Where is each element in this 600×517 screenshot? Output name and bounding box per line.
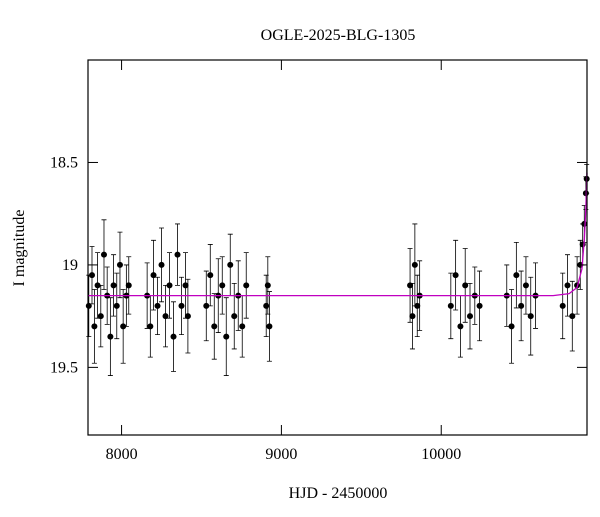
data-point — [264, 282, 271, 289]
data-point — [414, 302, 421, 309]
data-point — [107, 333, 114, 340]
x-tick-label: 10000 — [421, 446, 461, 463]
data-point — [513, 272, 520, 279]
data-point — [125, 282, 132, 289]
data-point — [174, 251, 181, 258]
data-point — [158, 261, 165, 268]
data-point — [207, 272, 214, 279]
y-axis-label: I magnitude — [11, 210, 28, 287]
data-point — [223, 333, 230, 340]
data-point — [227, 261, 234, 268]
y-tick-label: 19.5 — [50, 359, 78, 376]
data-point — [452, 272, 459, 279]
data-point — [94, 282, 101, 289]
data-point — [239, 323, 246, 330]
model-curve — [88, 172, 588, 297]
data-point — [182, 282, 189, 289]
x-axis-label: HJD - 2450000 — [289, 485, 388, 502]
data-point — [467, 313, 474, 320]
data-point — [88, 272, 95, 279]
data-point — [409, 313, 416, 320]
y-tick-label: 19 — [62, 257, 78, 274]
data-point — [110, 282, 117, 289]
data-point — [457, 323, 464, 330]
data-point — [150, 272, 157, 279]
x-tick-label: 8000 — [106, 446, 138, 463]
data-point — [518, 302, 525, 309]
plot-frame — [87, 59, 588, 436]
data-point — [527, 313, 534, 320]
data-point — [91, 323, 98, 330]
data-point — [231, 313, 238, 320]
data-point — [100, 251, 107, 258]
data-point — [120, 323, 127, 330]
chart-title: OGLE-2025-BLG-1305 — [261, 27, 416, 44]
data-point — [243, 282, 250, 289]
data-point — [569, 313, 576, 320]
data-point — [564, 282, 571, 289]
data-point — [407, 282, 414, 289]
data-point — [147, 323, 154, 330]
data-point — [476, 302, 483, 309]
y-tick-label: 18.5 — [50, 154, 78, 171]
data-point — [154, 302, 161, 309]
data-point — [170, 333, 177, 340]
data-point — [462, 282, 469, 289]
data-point — [559, 302, 566, 309]
data-point — [266, 323, 273, 330]
x-tick-label: 9000 — [265, 446, 297, 463]
data-point — [508, 323, 515, 330]
data-point — [85, 302, 92, 309]
data-point — [184, 313, 191, 320]
data-point — [263, 302, 270, 309]
data-point — [581, 220, 588, 227]
data-point — [211, 323, 218, 330]
data-point — [411, 261, 418, 268]
data-point — [116, 261, 123, 268]
plot-area — [85, 164, 590, 376]
data-point — [522, 282, 529, 289]
data-point — [113, 302, 120, 309]
data-point — [203, 302, 210, 309]
data-point — [219, 282, 226, 289]
data-point — [162, 313, 169, 320]
data-point — [166, 282, 173, 289]
data-point — [97, 313, 104, 320]
data-point — [178, 302, 185, 309]
data-point — [447, 302, 454, 309]
